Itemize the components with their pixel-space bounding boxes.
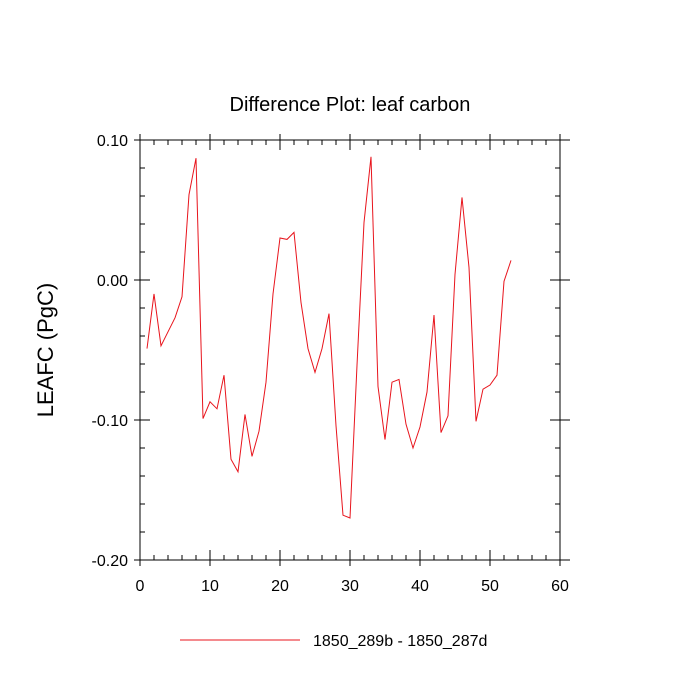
x-tick-label: 50 — [481, 578, 499, 595]
plot-frame — [139, 139, 561, 561]
y-tick-label: -0.20 — [92, 553, 129, 570]
y-tick-label: 0.00 — [97, 273, 128, 290]
chart-title: Difference Plot: leaf carbon — [230, 94, 471, 116]
x-tick-label: 40 — [411, 578, 429, 595]
plot-axes: 0 10 20 30 40 50 60 0.10 0.00 -0.10 -0.20 — [92, 133, 570, 595]
y-tick-label: 0.10 — [97, 133, 128, 150]
x-tick-label: 10 — [201, 578, 219, 595]
x-tick-label: 60 — [551, 578, 569, 595]
y-tick-label: -0.10 — [92, 413, 129, 430]
x-tick-label: 0 — [136, 578, 145, 595]
legend-label: 1850_289b - 1850_287d — [313, 633, 487, 650]
legend: 1850_289b - 1850_287d — [180, 633, 487, 650]
series-line — [146, 156, 512, 519]
x-tick-label: 20 — [271, 578, 289, 595]
y-axis-label: LEAFC (PgC) — [33, 283, 58, 417]
plot-series — [146, 156, 512, 519]
x-tick-label: 30 — [341, 578, 359, 595]
